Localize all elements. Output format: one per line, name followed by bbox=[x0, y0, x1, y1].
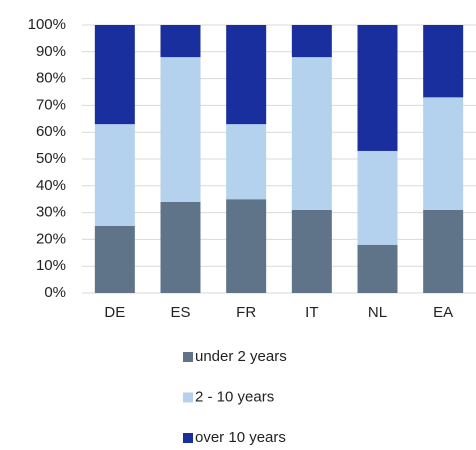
bar-segment bbox=[357, 244, 398, 293]
bar-segment bbox=[226, 124, 267, 200]
bar-segment bbox=[357, 150, 398, 245]
x-tick-label: EA bbox=[433, 304, 453, 321]
bar-segment bbox=[226, 25, 267, 125]
bar-segment bbox=[160, 57, 201, 202]
y-tick-label: 40% bbox=[36, 177, 66, 194]
bar-segment bbox=[291, 209, 332, 293]
y-tick-label: 10% bbox=[36, 257, 66, 274]
y-tick-label: 50% bbox=[36, 150, 66, 167]
bar-segment bbox=[94, 124, 135, 226]
y-tick-label: 60% bbox=[36, 123, 66, 140]
bar-segment bbox=[160, 25, 201, 58]
bar-segment bbox=[226, 199, 267, 293]
legend-swatch bbox=[183, 352, 193, 362]
legend-label: 2 - 10 years bbox=[195, 388, 274, 405]
bar-segment bbox=[357, 25, 398, 151]
bar-segment bbox=[423, 25, 464, 98]
y-tick-label: 100% bbox=[28, 16, 66, 33]
y-tick-label: 20% bbox=[36, 230, 66, 247]
y-tick-label: 70% bbox=[36, 96, 66, 113]
bar-segment bbox=[291, 25, 332, 58]
bar-segment bbox=[160, 201, 201, 293]
x-tick-label: ES bbox=[170, 304, 190, 321]
bar-segment bbox=[423, 97, 464, 210]
legend-label: over 10 years bbox=[195, 429, 286, 446]
y-tick-label: 80% bbox=[36, 70, 66, 87]
legend-swatch bbox=[183, 433, 193, 443]
x-tick-label: NL bbox=[368, 304, 387, 321]
y-tick-label: 30% bbox=[36, 204, 66, 221]
y-tick-label: 90% bbox=[36, 43, 66, 60]
y-tick-label: 0% bbox=[44, 284, 66, 301]
legend-label: under 2 years bbox=[195, 348, 287, 365]
x-tick-label: DE bbox=[104, 304, 125, 321]
bar-segment bbox=[291, 57, 332, 210]
bar-segment bbox=[423, 209, 464, 293]
bar-segment bbox=[94, 25, 135, 125]
legend-swatch bbox=[183, 392, 193, 403]
x-tick-label: FR bbox=[236, 304, 256, 321]
bar-segment bbox=[94, 226, 135, 293]
x-tick-label: IT bbox=[305, 304, 318, 321]
